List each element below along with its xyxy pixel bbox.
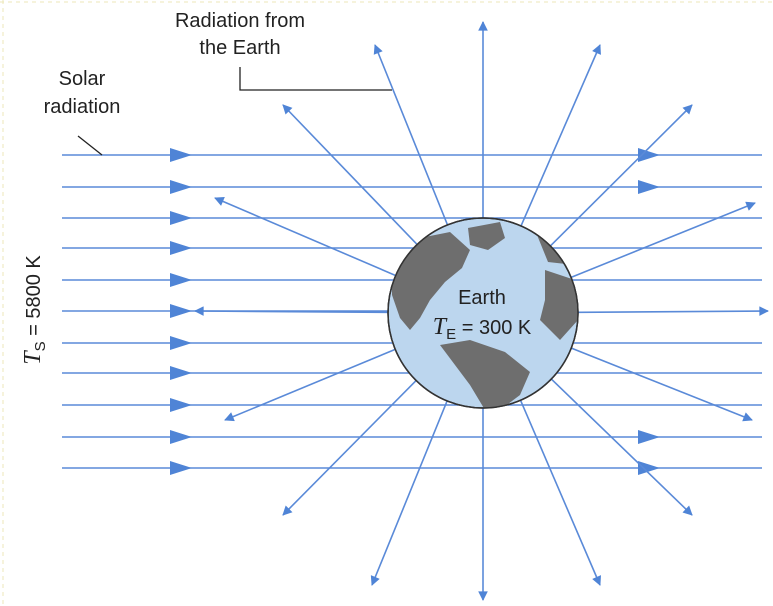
earth-ray <box>525 354 693 516</box>
earth-ray <box>224 335 428 422</box>
earth-ray <box>505 367 601 586</box>
label: radiation <box>44 96 121 118</box>
subscript: E <box>446 326 456 343</box>
symbol: T <box>20 350 46 365</box>
earth-ray <box>370 368 462 586</box>
label: the Earth <box>199 37 280 59</box>
arrowhead <box>170 336 192 350</box>
arrowhead <box>170 211 192 225</box>
value: = 300 K <box>456 317 532 339</box>
earth-temperature: TE = 300 K <box>433 314 532 343</box>
earth-globe <box>387 217 579 409</box>
earth-ray <box>282 355 442 516</box>
label: Radiation from <box>175 10 305 32</box>
earth-outline <box>387 217 579 409</box>
earth-ray <box>282 104 442 271</box>
label: Solar <box>59 68 106 90</box>
subscript: S <box>32 341 49 351</box>
earth-rays <box>194 21 769 601</box>
arrowhead <box>170 430 192 444</box>
arrowhead <box>170 304 192 318</box>
earth-ray <box>373 44 462 258</box>
symbol: T <box>433 314 448 340</box>
arrowhead <box>638 180 660 194</box>
earth-ray <box>194 306 424 316</box>
arrowhead <box>638 461 660 475</box>
arrowhead <box>170 148 192 162</box>
arrowhead <box>170 273 192 287</box>
sun-temperature: TS = 5800 K <box>20 255 49 365</box>
arrowhead <box>170 461 192 475</box>
earth-ray <box>538 334 753 422</box>
value: = 5800 K <box>23 255 45 342</box>
earth-label: Earth <box>458 287 506 309</box>
arrowhead <box>638 148 660 162</box>
arrowhead <box>170 180 192 194</box>
earth-ray <box>538 201 756 292</box>
leader-line <box>77 135 103 156</box>
leader-line <box>239 67 392 91</box>
earth-ray <box>214 196 429 291</box>
arrowhead <box>170 241 192 255</box>
arrowhead <box>638 430 660 444</box>
arrowhead <box>170 398 192 412</box>
earth-ray <box>524 104 693 272</box>
earth-ray <box>542 306 769 316</box>
earth-ray <box>506 44 601 259</box>
arrowhead <box>170 366 192 380</box>
